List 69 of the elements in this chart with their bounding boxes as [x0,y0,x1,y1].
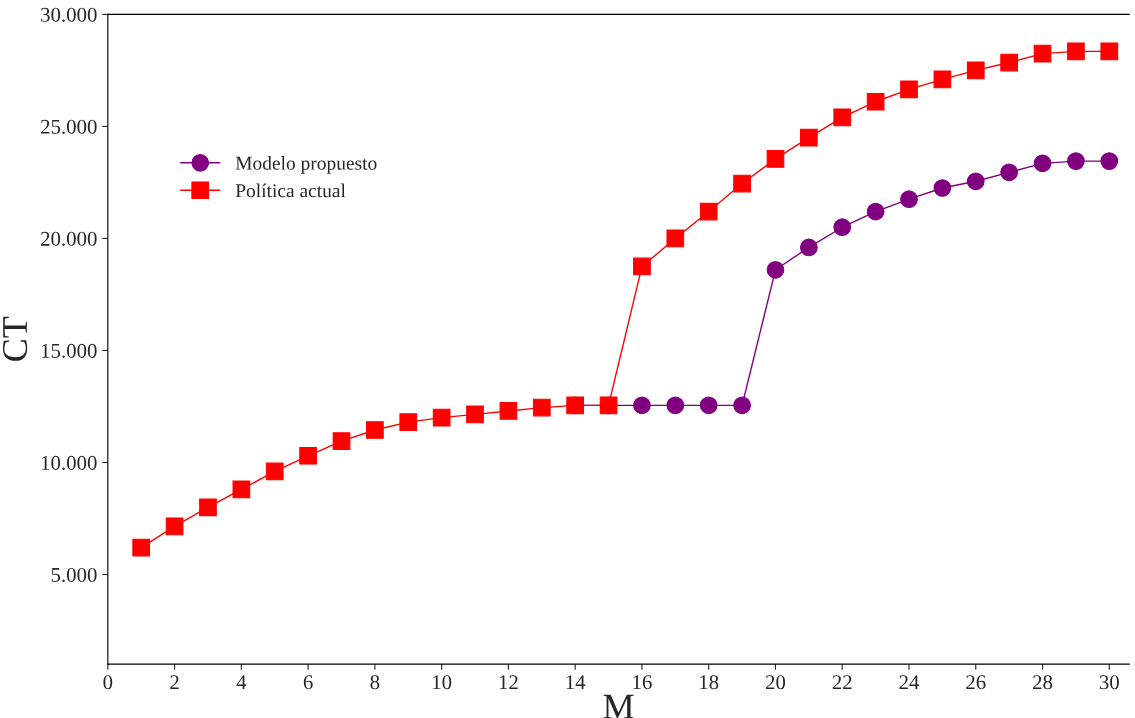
point [766,260,785,279]
point [766,150,785,168]
point [165,517,184,536]
point [800,128,818,147]
point [699,202,718,221]
point [1067,42,1085,61]
point [966,61,985,80]
point [933,70,952,89]
point [866,92,885,111]
point [733,174,751,193]
point [900,190,918,209]
point [1067,152,1085,170]
point [699,396,718,415]
point [265,462,284,481]
point [733,396,751,415]
point [633,257,651,276]
point [833,218,852,237]
point [966,172,985,191]
point [332,432,351,451]
x-tick-label: 4 [236,675,247,690]
point [666,229,685,248]
point [800,238,818,257]
point [1100,152,1119,170]
point [1033,154,1052,173]
x-tick-label: 10 [433,675,452,690]
x-tick-label: 12 [499,675,518,690]
x-tick-label: 30 [1099,675,1119,690]
y-tick-label: 25.000 [41,119,97,134]
point [399,413,418,432]
x-axis-title: M [603,694,634,718]
y-tick-label: 10.000 [41,455,97,471]
x-tick-label: 8 [370,675,380,690]
y-tick-label: 30.000 [41,7,97,22]
point [1000,53,1018,72]
x-tick-label: 24 [899,675,920,690]
x-tick-label: 22 [832,675,852,690]
point [900,80,918,99]
x-tick-label: 16 [633,675,652,690]
point [1000,163,1018,182]
point [366,421,384,439]
point [432,408,451,427]
legend-label: Modelo propuesto [235,156,377,174]
legend-label: Política actual [235,183,346,198]
point [532,398,551,417]
x-tick-label: 26 [966,675,986,690]
point [633,396,651,415]
point [299,446,317,465]
point [1033,44,1052,63]
x-tick-label: 20 [765,675,786,690]
point [933,179,952,197]
x-tick-label: 14 [566,675,586,690]
point [132,538,151,557]
point [866,202,885,221]
point [666,396,685,415]
y-tick-label: 5.000 [51,567,97,583]
point [466,405,484,424]
x-tick-label: 6 [303,675,313,690]
point [1100,42,1119,61]
y-tick-label: 20.000 [41,231,97,246]
point [833,108,852,127]
point [199,498,217,517]
x-tick-label: 0 [103,675,113,690]
x-tick-label: 2 [170,675,179,690]
x-tick-label: 28 [1033,675,1053,690]
y-axis-title: CT [2,316,28,361]
point [232,480,251,499]
point [499,402,518,420]
x-tick-label: 18 [700,675,719,690]
y-tick-label: 15.000 [41,343,97,358]
